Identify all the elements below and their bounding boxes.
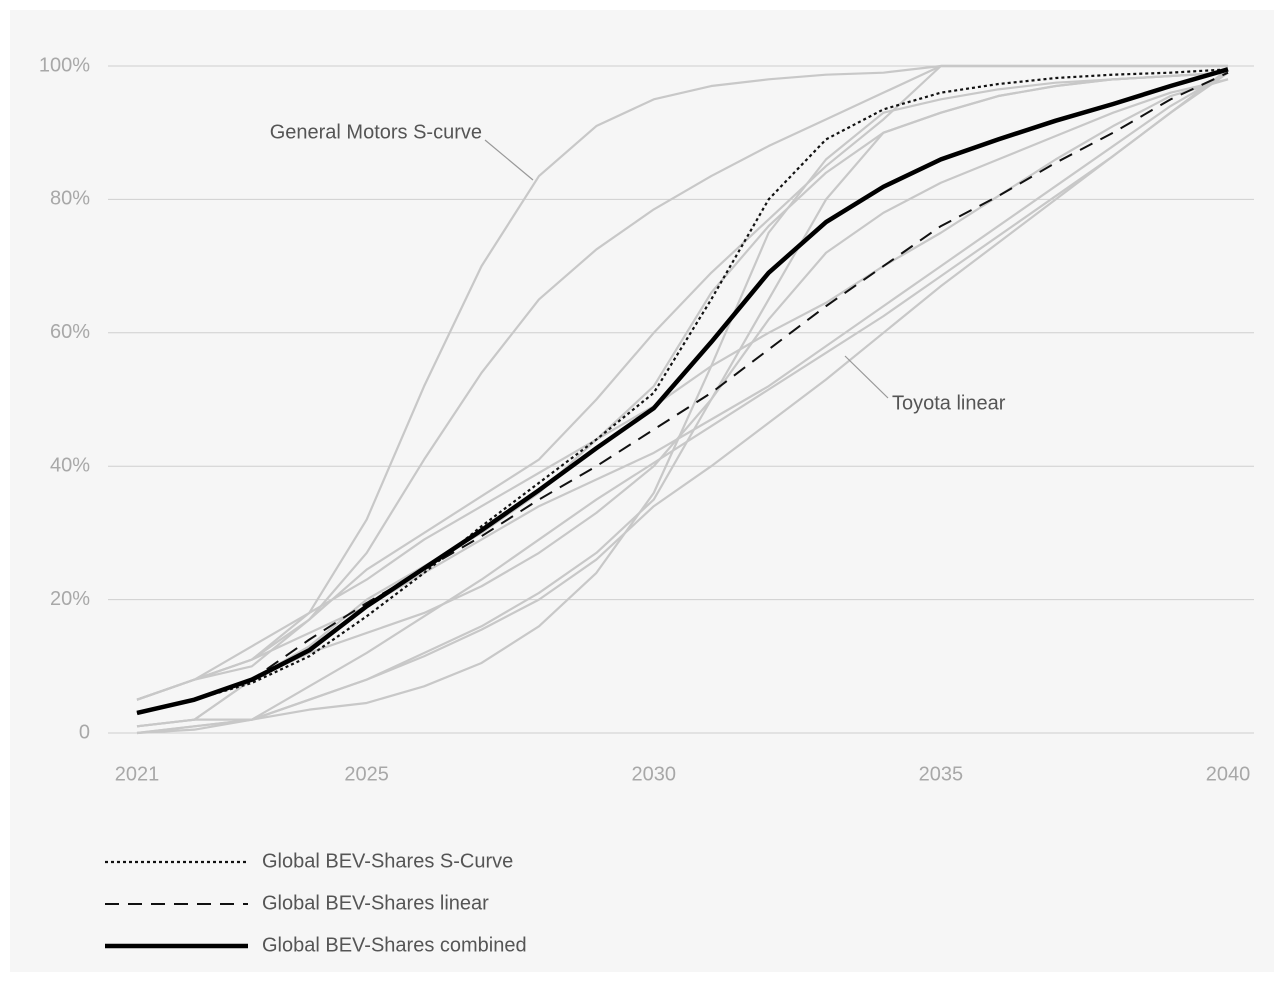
annotation: Toyota linear — [892, 392, 1006, 414]
y-tick-label: 40% — [50, 454, 90, 476]
x-tick-label: 2025 — [344, 763, 389, 785]
series-line — [136, 78, 1229, 701]
series-line — [136, 68, 1229, 735]
y-tick-label: 20% — [50, 588, 90, 610]
annotation: General Motors S-curve — [270, 121, 482, 143]
series-line — [136, 71, 1229, 728]
plot-lines — [136, 64, 1229, 735]
annotation-leader — [844, 355, 889, 399]
x-tick-label: 2021 — [115, 763, 160, 785]
y-tick-label: 80% — [50, 188, 90, 210]
x-tick-label: 2035 — [919, 763, 964, 785]
chart-background — [10, 10, 1274, 972]
legend-label: Global BEV-Shares linear — [262, 892, 489, 914]
series-line — [136, 71, 1229, 701]
y-tick-label: 60% — [50, 321, 90, 343]
series-line — [136, 68, 1229, 715]
series-line — [136, 71, 1229, 714]
x-tick-label: 2040 — [1206, 763, 1251, 785]
x-tick-label: 2030 — [632, 763, 677, 785]
y-tick-label: 0 — [79, 721, 90, 743]
series-line — [136, 67, 1229, 716]
annotation-leader — [484, 139, 534, 181]
series-line — [136, 71, 1229, 735]
legend: Global BEV-Shares S-Curve Global BEV-Shar… — [105, 850, 527, 956]
legend-label: Global BEV-Shares S-Curve — [262, 850, 513, 872]
y-tick-label: 100% — [39, 54, 90, 76]
legend-label: Global BEV-Shares combined — [262, 934, 527, 956]
series-line — [136, 64, 1228, 701]
series-line — [136, 71, 1229, 735]
